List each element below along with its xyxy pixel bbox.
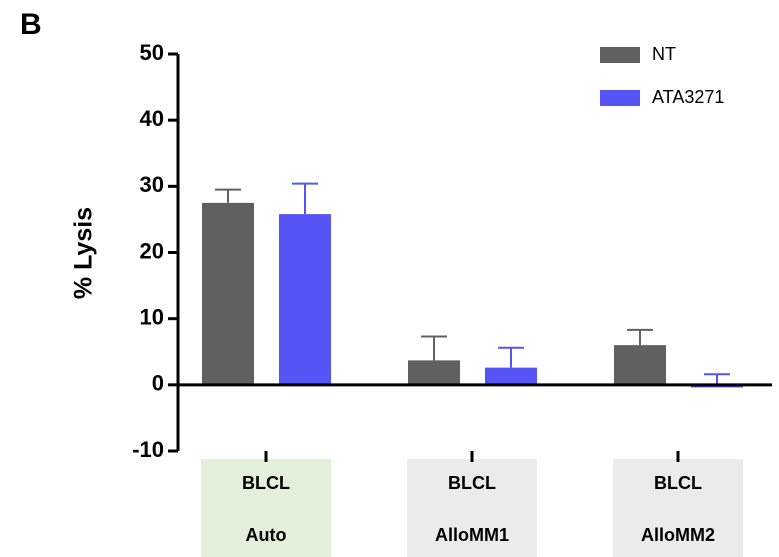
legend-label: ATA3271 xyxy=(652,87,724,107)
category-box xyxy=(407,459,537,557)
legend-swatch xyxy=(600,47,640,63)
y-tick-label: 40 xyxy=(140,106,164,131)
y-tick-label: -10 xyxy=(132,437,164,462)
x-tick-label: Auto xyxy=(246,525,287,545)
panel-label: B xyxy=(20,8,42,41)
x-tick-label: BLCL xyxy=(242,473,290,493)
bar xyxy=(202,202,254,385)
bar xyxy=(614,345,666,385)
y-tick-label: 10 xyxy=(140,304,164,329)
category-box xyxy=(201,459,331,557)
x-tick-label: BLCL xyxy=(654,473,702,493)
y-tick-label: 0 xyxy=(152,371,164,396)
category-box xyxy=(613,459,743,557)
x-tick-label: AlloMM2 xyxy=(641,525,715,545)
y-tick-label: 50 xyxy=(140,40,164,65)
bar xyxy=(485,367,537,385)
y-tick-label: 30 xyxy=(140,172,164,197)
bar xyxy=(408,360,460,385)
bar xyxy=(279,214,331,385)
x-tick-label: BLCL xyxy=(448,473,496,493)
y-axis-title: % Lysis xyxy=(70,207,98,299)
legend-swatch xyxy=(600,90,640,106)
y-tick-label: 20 xyxy=(140,238,164,263)
legend-label: NT xyxy=(652,44,676,64)
x-tick-label: AlloMM1 xyxy=(435,525,509,545)
